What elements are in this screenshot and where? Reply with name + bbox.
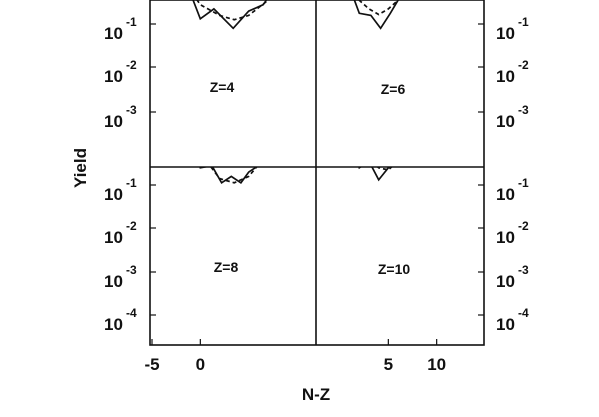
y-tick-label: 10	[104, 228, 123, 247]
y-tick-label: 10	[104, 315, 123, 334]
y-tick-label: 10	[496, 185, 515, 204]
solid-series-line	[199, 167, 258, 185]
y-tick-exponent: -2	[126, 58, 137, 72]
y-tick-label: 10	[104, 272, 123, 291]
y-tick-exponent: -3	[518, 103, 529, 117]
y-tick-exponent: -3	[126, 263, 137, 277]
y-tick-label: 10	[496, 315, 515, 334]
y-tick-label: 10	[496, 24, 515, 43]
y-tick-label: 10	[496, 67, 515, 86]
dashed-series-line	[358, 0, 400, 16]
y-axis-label: Yield	[71, 148, 90, 188]
panel-label: Z=4	[210, 79, 235, 95]
dashed-series-line	[376, 167, 393, 171]
y-tick-exponent: -1	[126, 15, 137, 29]
y-tick-label: 10	[496, 272, 515, 291]
y-tick-exponent: -4	[126, 306, 137, 320]
y-tick-exponent: -2	[518, 219, 529, 233]
x-axis-label: N-Z	[302, 385, 330, 404]
panels: Z=4 Z=6 Z=8 Z=10	[192, 0, 411, 277]
panel-1: Z=4	[192, 0, 270, 95]
y-tick-label: 10	[496, 112, 515, 131]
panel-4: Z=10	[358, 167, 411, 277]
y-tick-exponent: -1	[518, 176, 529, 190]
panel-label: Z=8	[214, 259, 239, 275]
solid-series-line	[192, 0, 268, 30]
panel-2: Z=6	[353, 0, 406, 97]
dashed-series-line	[209, 167, 258, 184]
solid-series-line	[353, 0, 400, 30]
y-tick-label: 10	[104, 24, 123, 43]
y-tick-exponent: -3	[518, 263, 529, 277]
y-tick-exponent: -2	[518, 58, 529, 72]
panel-label: Z=6	[381, 81, 406, 97]
y-tick-label: 10	[104, 67, 123, 86]
y-tick-labels: 10-110-210-310-110-210-310-110-210-310-4…	[104, 15, 529, 334]
y-tick-exponent: -2	[126, 219, 137, 233]
panel-frame	[149, 0, 485, 346]
y-tick-label: 10	[496, 228, 515, 247]
y-tick-exponent: -4	[518, 306, 529, 320]
dashed-series-line	[196, 0, 270, 21]
solid-series-line	[358, 167, 392, 182]
panel-label: Z=10	[378, 261, 411, 277]
plot-border	[149, 0, 485, 346]
y-tick-exponent: -1	[518, 15, 529, 29]
x-tick-label: 10	[427, 355, 446, 374]
y-tick-exponent: -3	[126, 103, 137, 117]
x-tick-label: 5	[384, 355, 393, 374]
y-tick-exponent: -1	[126, 176, 137, 190]
x-tick-label: -5	[144, 355, 159, 374]
y-tick-label: 10	[104, 112, 123, 131]
x-tick-labels: -5 0 5 10	[144, 339, 446, 374]
x-tick-label: 0	[196, 355, 205, 374]
y-tick-label: 10	[104, 185, 123, 204]
panel-3: Z=8	[199, 167, 258, 275]
